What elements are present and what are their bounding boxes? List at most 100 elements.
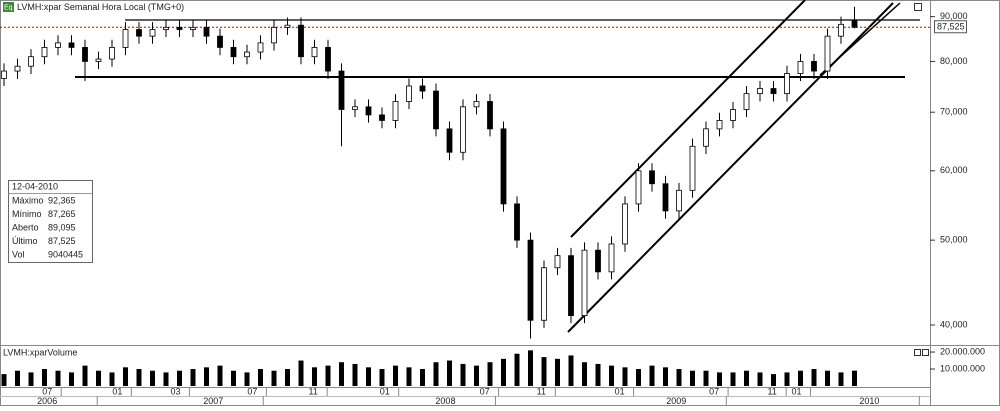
volume-bar <box>190 369 196 386</box>
volume-bar <box>528 350 533 386</box>
candle-body <box>406 85 412 102</box>
volume-bar <box>258 369 263 386</box>
volume-bar <box>217 365 223 386</box>
candle-body <box>514 203 520 241</box>
candle-body <box>122 29 129 48</box>
volume-bar <box>204 367 209 386</box>
x-tick-label: 07 <box>709 386 719 396</box>
info-value: 92,365 <box>48 195 76 205</box>
volume-bar <box>595 363 601 386</box>
close-button[interactable] <box>922 349 929 356</box>
volume-bar <box>555 358 560 386</box>
candle-body <box>487 101 493 130</box>
candle-body <box>82 47 88 62</box>
candle-body <box>770 88 777 95</box>
volume-bar <box>798 370 803 386</box>
maximize-button[interactable] <box>914 349 921 356</box>
volume-bar <box>649 365 655 386</box>
candle-body <box>784 73 790 95</box>
info-label: Máximo <box>12 195 44 205</box>
info-box-frame <box>8 180 93 263</box>
volume-bar <box>231 370 236 386</box>
x-tick-label: 11 <box>537 386 546 396</box>
volume-bar <box>690 370 695 386</box>
info-value: 89,095 <box>48 222 76 232</box>
info-label: Aberto <box>12 222 39 232</box>
volume-bar <box>757 372 763 386</box>
candle-body <box>743 93 750 110</box>
candle-body <box>203 26 210 37</box>
volume-bar <box>298 360 304 386</box>
candle-body <box>824 35 831 72</box>
info-value: 9040445 <box>48 249 83 259</box>
volume-bar <box>771 374 776 386</box>
candle-body <box>608 243 615 273</box>
candle-body <box>365 106 372 116</box>
candle-body <box>716 120 723 130</box>
year-label: 2007 <box>203 396 223 406</box>
candle-body <box>28 56 34 67</box>
candle-body <box>851 20 858 28</box>
candle-body <box>271 26 277 44</box>
candle-body <box>311 47 318 58</box>
year-label: 2006 <box>37 396 57 406</box>
volume-bar <box>609 365 614 386</box>
candle-body <box>554 255 561 269</box>
candle-body <box>352 106 358 110</box>
volume-tick-label: 10.000.000 <box>940 363 985 373</box>
y-tick-label: 60,000 <box>940 165 968 175</box>
volume-bar <box>69 372 74 386</box>
candle-body <box>41 47 48 58</box>
volume-bar <box>177 370 182 386</box>
x-tick-label: 11 <box>767 386 776 396</box>
candle-body <box>379 114 385 121</box>
candle-body <box>595 249 601 273</box>
candle-body <box>14 65 21 72</box>
candle-body <box>730 109 736 121</box>
volume-bar <box>109 372 115 386</box>
y-tick-label: 50,000 <box>940 235 968 245</box>
volume-bar <box>1 374 7 386</box>
volume-bar <box>582 362 587 386</box>
candle-body <box>338 70 345 110</box>
info-date: 12-04-2010 <box>12 181 58 191</box>
candle-body <box>244 51 250 58</box>
year-label: 2010 <box>859 396 879 406</box>
info-label: Último <box>12 236 38 246</box>
candle-body <box>217 35 223 48</box>
volume-bar <box>123 367 128 386</box>
volume-bar <box>568 355 574 386</box>
volume-bar <box>663 367 668 386</box>
candle-body <box>635 170 642 205</box>
volume-bar <box>474 365 479 386</box>
candle-body <box>676 189 682 212</box>
volume-bar <box>163 372 169 386</box>
candle-body <box>568 255 574 317</box>
volume-bar <box>393 365 398 386</box>
candle-body <box>190 26 196 30</box>
volume-bar <box>717 372 722 386</box>
channel-mid <box>819 2 901 76</box>
volume-bar <box>501 358 506 386</box>
y-tick-label: 80,000 <box>940 56 968 66</box>
candle-body <box>1 70 7 79</box>
candle-body <box>95 58 102 62</box>
info-value: 87,265 <box>48 209 76 219</box>
candle-body <box>230 47 237 58</box>
candle-body <box>446 128 453 153</box>
volume-bar <box>514 353 520 386</box>
volume-bar <box>447 360 452 386</box>
volume-bar <box>82 365 88 386</box>
volume-bar <box>852 370 857 386</box>
y-tick-label: 70,000 <box>940 107 968 117</box>
maximize-button[interactable] <box>914 3 922 11</box>
volume-bar <box>366 367 371 386</box>
year-label: 2009 <box>666 396 686 406</box>
x-tick-label: 07 <box>480 386 490 396</box>
candle-body <box>838 23 844 37</box>
x-tick-label: 03 <box>170 386 180 396</box>
candle-body <box>703 128 709 147</box>
last-price-label: 87,525 <box>937 22 965 32</box>
candle-body <box>284 24 291 28</box>
y-tick-label: 90,000 <box>940 11 968 21</box>
